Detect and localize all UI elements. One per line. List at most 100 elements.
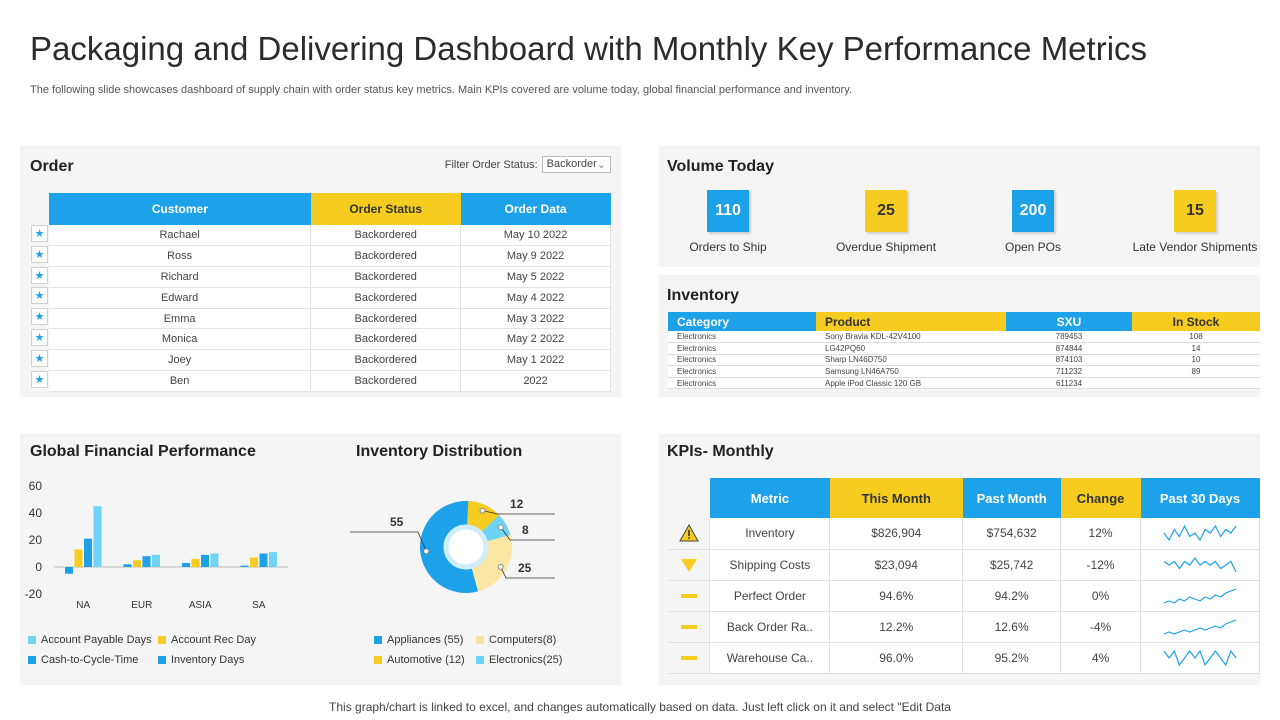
legend-swatch [158,636,166,644]
star-icon[interactable]: ★ [31,308,48,326]
inv-product-cell: Apple iPod Classic 120 GB [816,377,1006,390]
order-row[interactable]: Rachael Backordered May 10 2022 [49,225,611,247]
inventory-panel: Inventory Category Product SXU In Stock … [659,275,1260,397]
sparkline-line [1163,587,1237,604]
order-row[interactable]: Emma Backordered May 3 2022 [49,308,611,330]
kpi-row[interactable]: Warehouse Ca.. 96.0% 95.2% 4% [668,642,1260,674]
kpi-sparkline-cell [1140,642,1260,674]
bar-eur-inventory-days [123,564,132,567]
kpi-row[interactable]: Shipping Costs $23,094 $25,742 -12% [668,549,1260,581]
volume-late-vendor[interactable]: 15 Late Vendor Shipments [1120,190,1270,254]
volume-value-box: 110 [707,190,749,232]
legend-swatch [28,636,36,644]
volume-orders-to-ship[interactable]: 110 Orders to Ship [653,190,803,254]
inv-category-cell: Electronics [668,365,816,378]
header-customer[interactable]: Customer [49,193,311,225]
sparkline [1163,524,1237,542]
kpi-row[interactable]: Perfect Order 94.6% 94.2% 0% [668,580,1260,612]
volume-open-pos[interactable]: 200 Open POs [958,190,1108,254]
donut-slice-electronics [471,534,512,592]
kpi-row[interactable]: Back Order Ra.. 12.2% 12.6% -4% [668,611,1260,643]
bar-asia-inventory-days [182,562,190,567]
inventory-row[interactable]: Electronics Samsung LN46A750 711232 89 [668,365,1260,378]
order-filter: Filter Order Status: Backorder ⌄ [445,156,611,173]
header-order-status[interactable]: Order Status [310,193,461,225]
header-order-data[interactable]: Order Data [460,193,611,225]
inv-header-category[interactable]: Category [668,312,816,331]
legend-label: Appliances (55) [387,634,464,646]
order-date-cell: May 2 2022 [460,328,611,351]
chevron-down-icon: ⌄ [596,159,606,171]
bar-asia-account-payable-days [210,553,219,567]
bar-sa-account-rec-day [250,557,258,567]
order-row[interactable]: Joey Backordered May 1 2022 [49,349,611,372]
inv-header-in-stock[interactable]: In Stock [1132,312,1260,331]
inv-header-sxu[interactable]: SXU [1006,312,1132,331]
inventory-row[interactable]: Electronics Apple iPod Classic 120 GB 6112… [668,377,1260,390]
order-row[interactable]: Edward Backordered May 4 2022 [49,287,611,309]
order-row[interactable]: Richard Backordered May 5 2022 [49,266,611,288]
order-title: Order [30,158,74,175]
kpi-icon-cell [668,642,711,674]
kpi-change-cell: 0% [1060,580,1142,612]
inv-product-cell: Sony Bravia KDL-42V4100 [816,331,1006,344]
inventory-row[interactable]: Electronics LG42PQ60 874844 14 [668,342,1260,355]
bar-na-inventory-days [65,567,73,574]
order-date-cell: May 3 2022 [460,308,611,330]
kpi-header-past-30-days[interactable]: Past 30 Days [1140,478,1260,518]
kpi-header-change[interactable]: Change [1060,478,1141,518]
y-tick-label: -20 [25,587,43,601]
kpi-row[interactable]: Inventory $826,904 $754,632 12% [668,518,1260,550]
leader-line [350,531,427,552]
legend-swatch [158,656,166,664]
kpi-header-past-month[interactable]: Past Month [962,478,1061,518]
order-row[interactable]: Monica Backordered May 2 2022 [49,328,611,351]
legend-label: Computers(8) [489,634,557,646]
kpi-this-month-cell: 96.0% [829,642,964,674]
order-status-select[interactable]: Backorder ⌄ [541,156,611,173]
order-status-cell: Backordered [310,225,462,247]
y-tick-label: 60 [29,479,43,493]
bar-sa-account-payable-days [269,552,277,567]
kpi-metric-cell: Back Order Ra.. [709,611,831,643]
legend-label: Account Rec Day [171,634,256,646]
inv-category-cell: Electronics [668,342,816,355]
inv-stock-cell: 10 [1132,354,1260,367]
kpi-this-month-cell: 94.6% [829,580,964,612]
kpi-icon-cell [668,611,711,643]
kpi-title: KPIs- Monthly [667,443,774,460]
distribution-donut-chart[interactable]: 55 12 8 25 [350,484,600,624]
kpi-header-this-month[interactable]: This Month [829,478,963,518]
inv-stock-cell: 108 [1132,331,1260,344]
star-icon[interactable]: ★ [31,225,48,242]
kpi-header-metric[interactable]: Metric [709,478,830,518]
inv-header-product[interactable]: Product [816,312,1006,331]
down-triangle-icon [680,558,697,572]
kpi-sparkline-cell [1140,549,1260,581]
financial-bar-chart[interactable]: 60 40 20 0 -20 NA EUR ASIA SA [20,474,310,614]
bar-na-cash-to-cycle-time [84,538,92,567]
financial-legend-item: Inventory Days [158,654,244,666]
order-customer-cell: Edward [49,287,312,309]
star-icon[interactable]: ★ [31,370,48,388]
inv-sxu-cell: 874103 [1006,354,1132,367]
star-icon[interactable]: ★ [31,349,48,367]
order-row[interactable]: Ben Backordered 2022 [49,370,611,392]
star-icon[interactable]: ★ [31,287,48,305]
volume-overdue-shipment[interactable]: 25 Overdue Shipment [811,190,961,254]
inventory-row[interactable]: Electronics Sony Bravia KDL-42V4100 789453… [668,331,1260,344]
financial-legend-item: Account Rec Day [158,634,256,646]
order-customer-cell: Richard [49,266,312,288]
distribution-title: Inventory Distribution [356,443,523,460]
legend-label: Account Payable Days [41,634,152,646]
kpi-panel: KPIs- Monthly Metric This Month Past Mon… [659,434,1260,685]
order-row[interactable]: Ross Backordered May 9 2022 [49,245,611,268]
inventory-row[interactable]: Electronics Sharp LN46D750 874103 10 [668,354,1260,367]
x-tick-label: EUR [131,600,152,611]
star-icon[interactable]: ★ [31,266,48,284]
inv-sxu-cell: 789453 [1006,331,1132,344]
x-tick-label: NA [76,600,90,611]
inv-category-cell: Electronics [668,354,816,367]
star-icon[interactable]: ★ [31,328,48,346]
star-icon[interactable]: ★ [31,245,48,263]
